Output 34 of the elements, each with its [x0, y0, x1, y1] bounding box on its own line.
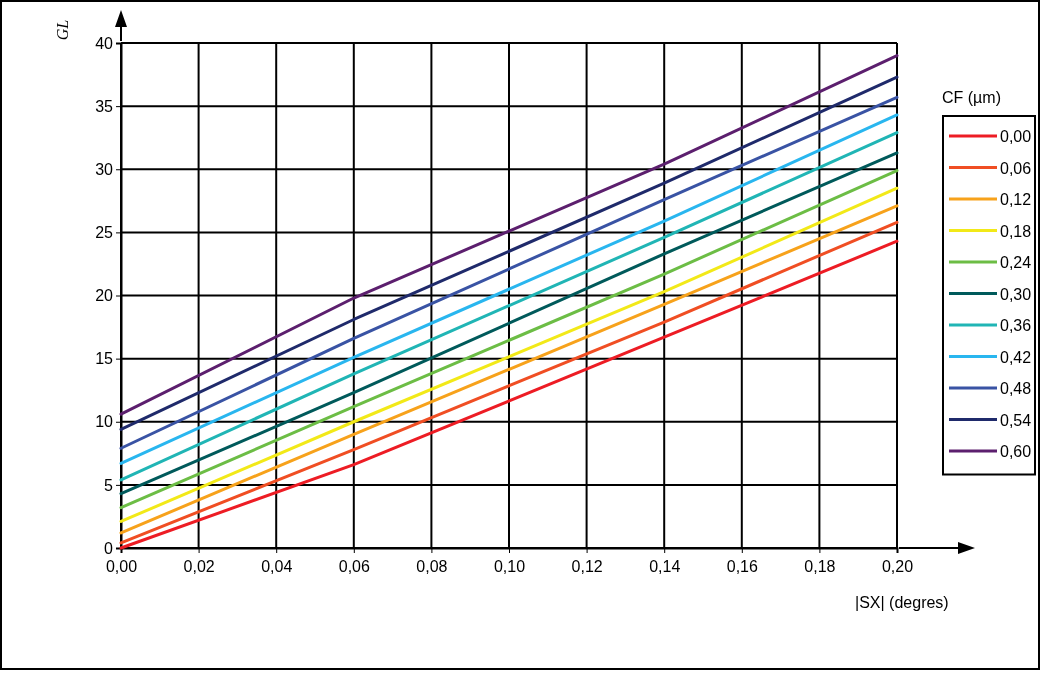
y-tick-label: 0	[104, 539, 114, 557]
y-tick-label: 40	[95, 34, 114, 52]
y-tick-label: 25	[95, 223, 114, 241]
x-axis-title: |SX| (degres)	[855, 594, 949, 611]
y-tick-label: 30	[95, 160, 114, 178]
legend-label: 0,60	[1000, 443, 1032, 460]
y-tick-label: 15	[95, 350, 114, 368]
legend-label: 0,30	[1000, 285, 1032, 303]
legend-title: CF (µm)	[942, 89, 1001, 106]
x-tick-label: 0,06	[338, 558, 370, 575]
legend-label: 0,00	[1000, 128, 1032, 145]
y-tick-label: 35	[95, 97, 114, 115]
x-tick-label: 0,16	[726, 558, 758, 575]
legend-label: 0,06	[1000, 159, 1032, 177]
x-tick-label: 0,20	[881, 558, 914, 575]
y-axis-title: GL	[54, 19, 71, 41]
y-tick-label: 20	[95, 287, 114, 305]
x-tick-label: 0,02	[183, 558, 215, 575]
legend-label: 0,42	[1000, 348, 1032, 366]
x-tick-label: 0,08	[416, 558, 448, 575]
legend-label: 0,18	[1000, 222, 1032, 240]
x-tick-label: 0,00	[105, 558, 138, 575]
legend-label: 0,48	[1000, 380, 1032, 397]
y-tick-label: 5	[104, 476, 114, 494]
x-tick-label: 0,04	[261, 558, 293, 575]
legend-label: 0,12	[1000, 191, 1032, 208]
legend-label: 0,54	[1000, 411, 1032, 429]
legend-label: 0,36	[1000, 317, 1032, 334]
x-tick-label: 0,10	[493, 558, 526, 575]
y-tick-label: 10	[95, 413, 114, 431]
x-tick-label: 0,14	[649, 558, 681, 575]
x-tick-label: 0,18	[804, 558, 836, 575]
legend-label: 0,24	[1000, 254, 1032, 271]
x-tick-label: 0,12	[571, 558, 603, 575]
